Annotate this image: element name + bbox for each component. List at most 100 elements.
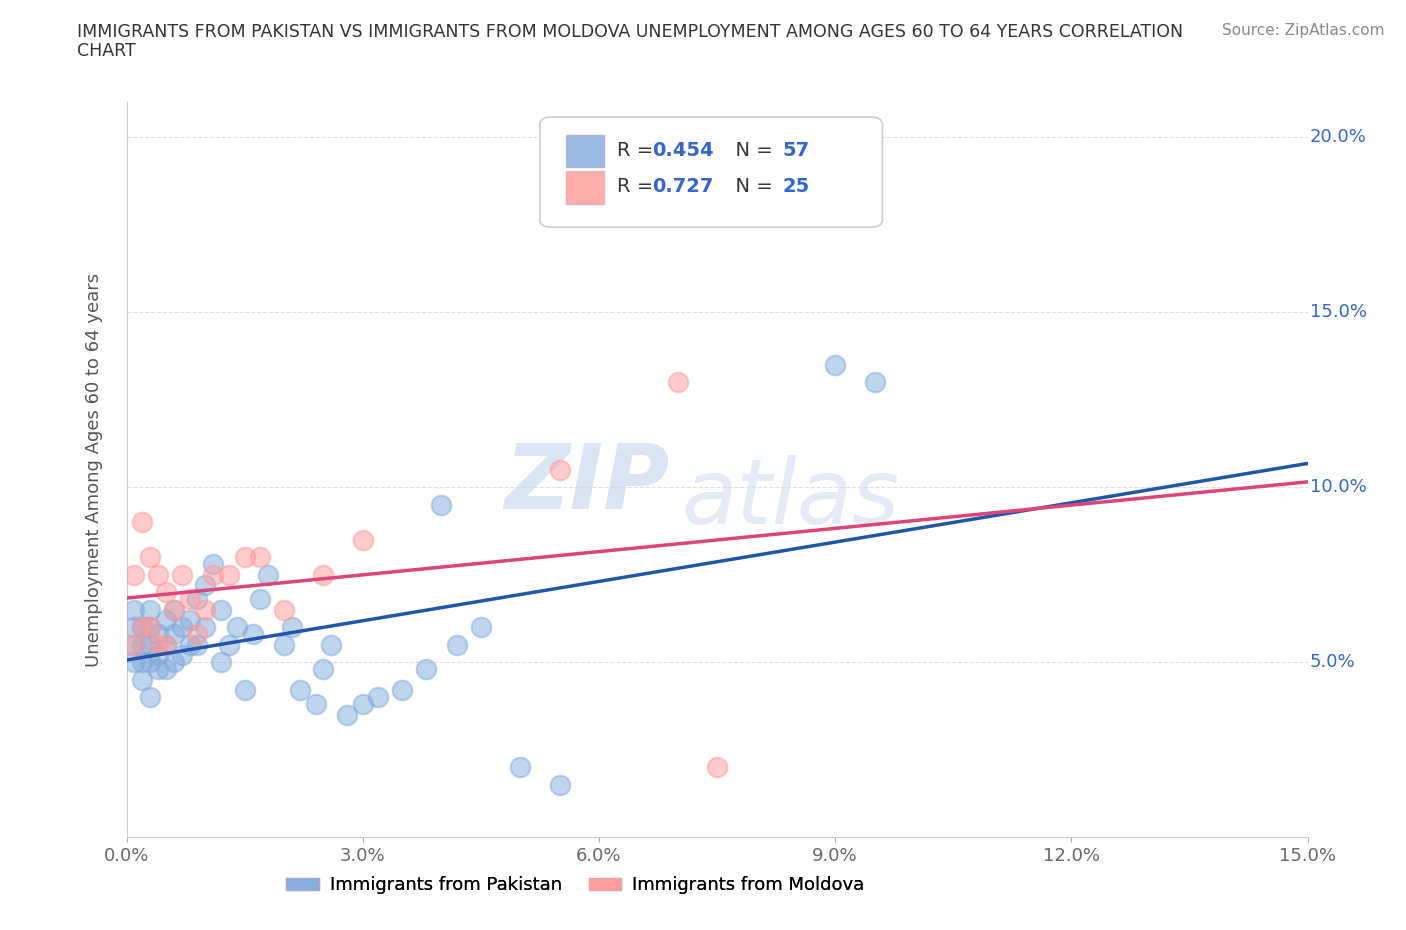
Point: [548, 777, 571, 792]
FancyBboxPatch shape: [540, 117, 883, 227]
Point: [288, 683, 311, 698]
Point: [257, 567, 280, 582]
Point: [415, 661, 437, 676]
Point: [352, 532, 374, 547]
Point: [666, 375, 689, 390]
Bar: [565, 171, 603, 204]
Bar: [565, 135, 603, 167]
Point: [367, 690, 389, 705]
Text: 10.0%: 10.0%: [1310, 478, 1367, 496]
Text: 0.454: 0.454: [652, 140, 714, 160]
Point: [509, 760, 531, 775]
Point: [170, 647, 193, 662]
Point: [186, 637, 208, 652]
Point: [209, 655, 232, 670]
Point: [163, 655, 186, 670]
Point: [131, 619, 153, 634]
Point: [391, 683, 413, 698]
Point: [273, 602, 295, 617]
Point: [170, 567, 193, 582]
Text: IMMIGRANTS FROM PAKISTAN VS IMMIGRANTS FROM MOLDOVA UNEMPLOYMENT AMONG AGES 60 T: IMMIGRANTS FROM PAKISTAN VS IMMIGRANTS F…: [77, 23, 1184, 41]
Point: [218, 567, 240, 582]
Point: [179, 591, 201, 606]
Point: [139, 550, 162, 565]
Point: [139, 619, 162, 634]
Point: [242, 627, 264, 642]
Text: N =: N =: [723, 140, 779, 160]
Point: [139, 690, 162, 705]
Point: [139, 637, 162, 652]
Point: [209, 602, 232, 617]
Point: [124, 619, 146, 634]
Point: [706, 760, 728, 775]
Point: [194, 619, 217, 634]
Point: [146, 647, 169, 662]
Point: [194, 578, 217, 592]
Point: [179, 613, 201, 628]
Point: [186, 627, 208, 642]
Point: [124, 567, 146, 582]
Point: [124, 655, 146, 670]
Point: [225, 619, 247, 634]
Text: 57: 57: [782, 140, 808, 160]
Point: [124, 602, 146, 617]
Text: 0.727: 0.727: [652, 178, 713, 196]
Point: [179, 637, 201, 652]
Text: Source: ZipAtlas.com: Source: ZipAtlas.com: [1222, 23, 1385, 38]
Point: [155, 613, 177, 628]
Text: 5.0%: 5.0%: [1310, 653, 1355, 671]
Text: N =: N =: [723, 178, 779, 196]
Point: [131, 655, 153, 670]
Point: [124, 637, 146, 652]
Point: [202, 567, 225, 582]
Text: 25: 25: [782, 178, 810, 196]
Point: [470, 619, 492, 634]
Legend: Immigrants from Pakistan, Immigrants from Moldova: Immigrants from Pakistan, Immigrants fro…: [278, 869, 872, 901]
Point: [249, 550, 271, 565]
Point: [312, 661, 335, 676]
Point: [863, 375, 886, 390]
Point: [249, 591, 271, 606]
Point: [124, 637, 146, 652]
Text: 15.0%: 15.0%: [1310, 303, 1367, 321]
Text: R =: R =: [617, 178, 659, 196]
Text: atlas: atlas: [682, 455, 900, 543]
Point: [155, 637, 177, 652]
Point: [233, 550, 256, 565]
Point: [139, 655, 162, 670]
Point: [304, 697, 326, 711]
Point: [281, 619, 304, 634]
Text: R =: R =: [617, 140, 659, 160]
Point: [824, 357, 846, 372]
Point: [139, 602, 162, 617]
Point: [194, 602, 217, 617]
Point: [312, 567, 335, 582]
Point: [218, 637, 240, 652]
Point: [131, 672, 153, 687]
Point: [146, 661, 169, 676]
Point: [163, 627, 186, 642]
Point: [233, 683, 256, 698]
Point: [155, 637, 177, 652]
Y-axis label: Unemployment Among Ages 60 to 64 years: Unemployment Among Ages 60 to 64 years: [84, 272, 103, 667]
Point: [548, 462, 571, 477]
Point: [155, 585, 177, 600]
Point: [163, 602, 186, 617]
Text: CHART: CHART: [77, 42, 136, 60]
Point: [352, 697, 374, 711]
Point: [170, 619, 193, 634]
Point: [146, 567, 169, 582]
Point: [131, 514, 153, 529]
Point: [155, 661, 177, 676]
Point: [273, 637, 295, 652]
Point: [321, 637, 343, 652]
Point: [131, 619, 153, 634]
Point: [163, 602, 186, 617]
Point: [186, 591, 208, 606]
Text: 20.0%: 20.0%: [1310, 128, 1367, 146]
Point: [131, 637, 153, 652]
Point: [146, 637, 169, 652]
Point: [202, 557, 225, 572]
Point: [430, 498, 453, 512]
Text: ZIP: ZIP: [505, 440, 669, 528]
